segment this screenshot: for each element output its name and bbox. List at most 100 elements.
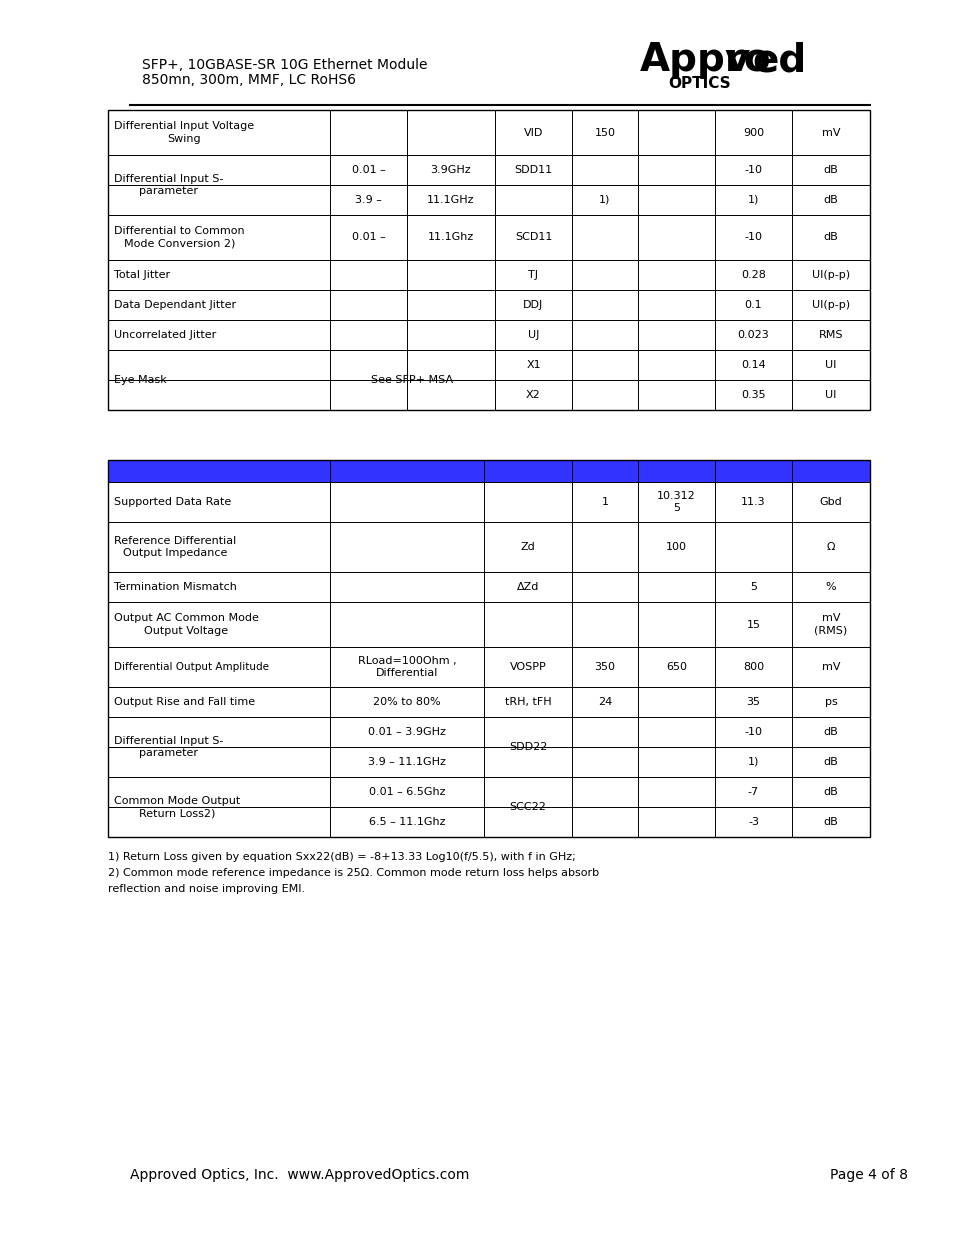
Text: dB: dB bbox=[822, 818, 838, 827]
Text: 35: 35 bbox=[745, 697, 760, 706]
Text: v: v bbox=[723, 41, 749, 79]
Text: reflection and noise improving EMI.: reflection and noise improving EMI. bbox=[108, 884, 305, 894]
Text: Eye Mask: Eye Mask bbox=[113, 375, 167, 385]
Text: Uncorrelated Jitter: Uncorrelated Jitter bbox=[113, 330, 216, 340]
Text: Approved Optics, Inc.  www.ApprovedOptics.com: Approved Optics, Inc. www.ApprovedOptics… bbox=[130, 1168, 469, 1182]
Text: X1: X1 bbox=[526, 359, 540, 370]
Text: VOSPP: VOSPP bbox=[509, 662, 546, 672]
Text: Ω: Ω bbox=[826, 542, 835, 552]
Text: UI: UI bbox=[824, 390, 836, 400]
Text: RLoad=100Ohm ,
Differential: RLoad=100Ohm , Differential bbox=[357, 656, 456, 678]
Text: 1): 1) bbox=[747, 195, 759, 205]
Text: 650: 650 bbox=[665, 662, 686, 672]
Text: Common Mode Output
Return Loss2): Common Mode Output Return Loss2) bbox=[113, 795, 240, 819]
Text: dB: dB bbox=[822, 195, 838, 205]
Text: Appro: Appro bbox=[639, 41, 771, 79]
Text: 350: 350 bbox=[594, 662, 615, 672]
Text: X2: X2 bbox=[525, 390, 540, 400]
Text: 100: 100 bbox=[665, 542, 686, 552]
Text: 3.9 –: 3.9 – bbox=[355, 195, 381, 205]
Text: mV
(RMS): mV (RMS) bbox=[814, 614, 846, 636]
Text: Reference Differential
Output Impedance: Reference Differential Output Impedance bbox=[113, 536, 236, 558]
Text: Differential Output Amplitude: Differential Output Amplitude bbox=[113, 662, 269, 672]
Text: 3.9 – 11.1GHz: 3.9 – 11.1GHz bbox=[368, 757, 445, 767]
Text: 11.1Ghz: 11.1Ghz bbox=[428, 232, 474, 242]
Text: 1) Return Loss given by equation Sxx22(dB) = -8+13.33 Log10(f/5.5), with f in GH: 1) Return Loss given by equation Sxx22(d… bbox=[108, 852, 576, 862]
Text: 0.01 – 3.9GHz: 0.01 – 3.9GHz bbox=[368, 727, 445, 737]
Text: 1): 1) bbox=[747, 757, 759, 767]
Text: Termination Mismatch: Termination Mismatch bbox=[113, 582, 236, 592]
Text: dB: dB bbox=[822, 727, 838, 737]
Text: dB: dB bbox=[822, 232, 838, 242]
Text: SDD11: SDD11 bbox=[514, 165, 552, 175]
Text: OPTICS: OPTICS bbox=[668, 75, 731, 90]
Text: ΔZd: ΔZd bbox=[517, 582, 538, 592]
Text: See SFP+ MSA: See SFP+ MSA bbox=[371, 375, 453, 385]
Text: Differential Input S-
parameter: Differential Input S- parameter bbox=[113, 174, 223, 196]
Text: SCC22: SCC22 bbox=[509, 802, 546, 811]
Text: 24: 24 bbox=[598, 697, 612, 706]
Text: Supported Data Rate: Supported Data Rate bbox=[113, 496, 231, 508]
Text: UI: UI bbox=[824, 359, 836, 370]
Text: 1): 1) bbox=[598, 195, 610, 205]
Text: VID: VID bbox=[523, 127, 542, 137]
Text: 150: 150 bbox=[594, 127, 615, 137]
Text: Total Jitter: Total Jitter bbox=[113, 270, 170, 280]
Text: Data Dependant Jitter: Data Dependant Jitter bbox=[113, 300, 236, 310]
Text: Page 4 of 8: Page 4 of 8 bbox=[829, 1168, 907, 1182]
Text: dB: dB bbox=[822, 787, 838, 797]
Text: 0.01 –: 0.01 – bbox=[352, 232, 385, 242]
Bar bbox=[108, 459, 869, 482]
Text: TJ: TJ bbox=[528, 270, 537, 280]
Text: 800: 800 bbox=[742, 662, 763, 672]
Text: -3: -3 bbox=[747, 818, 759, 827]
Text: UJ: UJ bbox=[527, 330, 538, 340]
Text: SDD22: SDD22 bbox=[508, 742, 547, 752]
Text: mV: mV bbox=[821, 127, 840, 137]
Text: 3.9GHz: 3.9GHz bbox=[430, 165, 471, 175]
Text: 6.5 – 11.1Ghz: 6.5 – 11.1Ghz bbox=[369, 818, 445, 827]
Text: UI(p-p): UI(p-p) bbox=[811, 270, 849, 280]
Text: -10: -10 bbox=[743, 727, 761, 737]
Text: -7: -7 bbox=[747, 787, 759, 797]
Text: 0.01 –: 0.01 – bbox=[352, 165, 385, 175]
Text: Differential Input Voltage
Swing: Differential Input Voltage Swing bbox=[113, 121, 253, 143]
Text: Differential Input S-
parameter: Differential Input S- parameter bbox=[113, 736, 223, 758]
Text: 0.1: 0.1 bbox=[744, 300, 761, 310]
Text: 1: 1 bbox=[601, 496, 608, 508]
Text: dB: dB bbox=[822, 757, 838, 767]
Text: Output AC Common Mode
Output Voltage: Output AC Common Mode Output Voltage bbox=[113, 614, 258, 636]
Text: 0.28: 0.28 bbox=[740, 270, 765, 280]
Text: 0.023: 0.023 bbox=[737, 330, 768, 340]
Text: dB: dB bbox=[822, 165, 838, 175]
Text: Output Rise and Fall time: Output Rise and Fall time bbox=[113, 697, 254, 706]
Text: 2) Common mode reference impedance is 25Ω. Common mode return loss helps absorb: 2) Common mode reference impedance is 25… bbox=[108, 868, 598, 878]
Text: tRH, tFH: tRH, tFH bbox=[504, 697, 551, 706]
Text: %: % bbox=[825, 582, 836, 592]
Text: -10: -10 bbox=[743, 165, 761, 175]
Text: SCD11: SCD11 bbox=[515, 232, 552, 242]
Bar bbox=[108, 110, 869, 410]
Text: Zd: Zd bbox=[520, 542, 535, 552]
Text: 10.312
5: 10.312 5 bbox=[657, 490, 695, 514]
Text: Gbd: Gbd bbox=[819, 496, 841, 508]
Text: RMS: RMS bbox=[818, 330, 842, 340]
Text: 5: 5 bbox=[749, 582, 757, 592]
Text: 15: 15 bbox=[745, 620, 760, 630]
Text: 20% to 80%: 20% to 80% bbox=[373, 697, 440, 706]
Text: SFP+, 10GBASE-SR 10G Ethernet Module: SFP+, 10GBASE-SR 10G Ethernet Module bbox=[142, 58, 427, 72]
Bar bbox=[108, 459, 869, 837]
Text: 0.14: 0.14 bbox=[740, 359, 765, 370]
Text: 900: 900 bbox=[742, 127, 763, 137]
Text: -10: -10 bbox=[743, 232, 761, 242]
Text: ed: ed bbox=[751, 41, 805, 79]
Text: 850mn, 300m, MMF, LC RoHS6: 850mn, 300m, MMF, LC RoHS6 bbox=[142, 73, 355, 86]
Text: 0.35: 0.35 bbox=[740, 390, 765, 400]
Text: 0.01 – 6.5Ghz: 0.01 – 6.5Ghz bbox=[369, 787, 445, 797]
Text: DDJ: DDJ bbox=[523, 300, 543, 310]
Text: mV: mV bbox=[821, 662, 840, 672]
Text: ps: ps bbox=[823, 697, 837, 706]
Text: 11.3: 11.3 bbox=[740, 496, 765, 508]
Text: Differential to Common
Mode Conversion 2): Differential to Common Mode Conversion 2… bbox=[113, 226, 244, 248]
Text: 11.1GHz: 11.1GHz bbox=[427, 195, 475, 205]
